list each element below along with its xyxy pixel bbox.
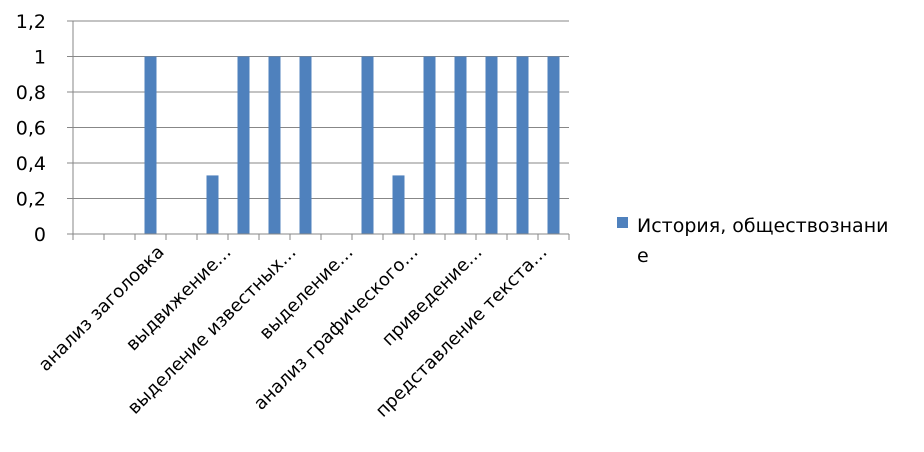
bar — [268, 56, 281, 234]
legend-label-line1: История, обществознани — [637, 215, 888, 237]
bar — [423, 56, 436, 234]
legend: История, обществознани е — [617, 215, 888, 267]
y-tick-label: 0 — [34, 224, 46, 246]
bars — [144, 56, 560, 234]
y-tick-label: 0,6 — [16, 118, 46, 140]
y-tick-label: 0,4 — [16, 153, 46, 175]
y-tick-label: 0,8 — [16, 82, 46, 104]
legend-swatch — [617, 217, 628, 228]
bar — [206, 175, 219, 234]
y-tick-label: 1 — [34, 47, 46, 69]
bar — [392, 175, 405, 234]
bar — [485, 56, 498, 234]
bar — [454, 56, 467, 234]
x-tick-label: анализ заголовка — [35, 242, 169, 376]
bar — [144, 56, 157, 234]
bar — [361, 56, 374, 234]
bar — [516, 56, 529, 234]
legend-label-line2: е — [637, 245, 649, 267]
y-tick-labels: 0 0,2 0,4 0,6 0,8 1 1,2 — [16, 11, 46, 246]
y-tick-label: 0,2 — [16, 189, 46, 211]
bar — [547, 56, 560, 234]
axes — [67, 20, 570, 240]
bar — [237, 56, 250, 234]
y-tick-label: 1,2 — [16, 11, 46, 33]
bar — [299, 56, 312, 234]
